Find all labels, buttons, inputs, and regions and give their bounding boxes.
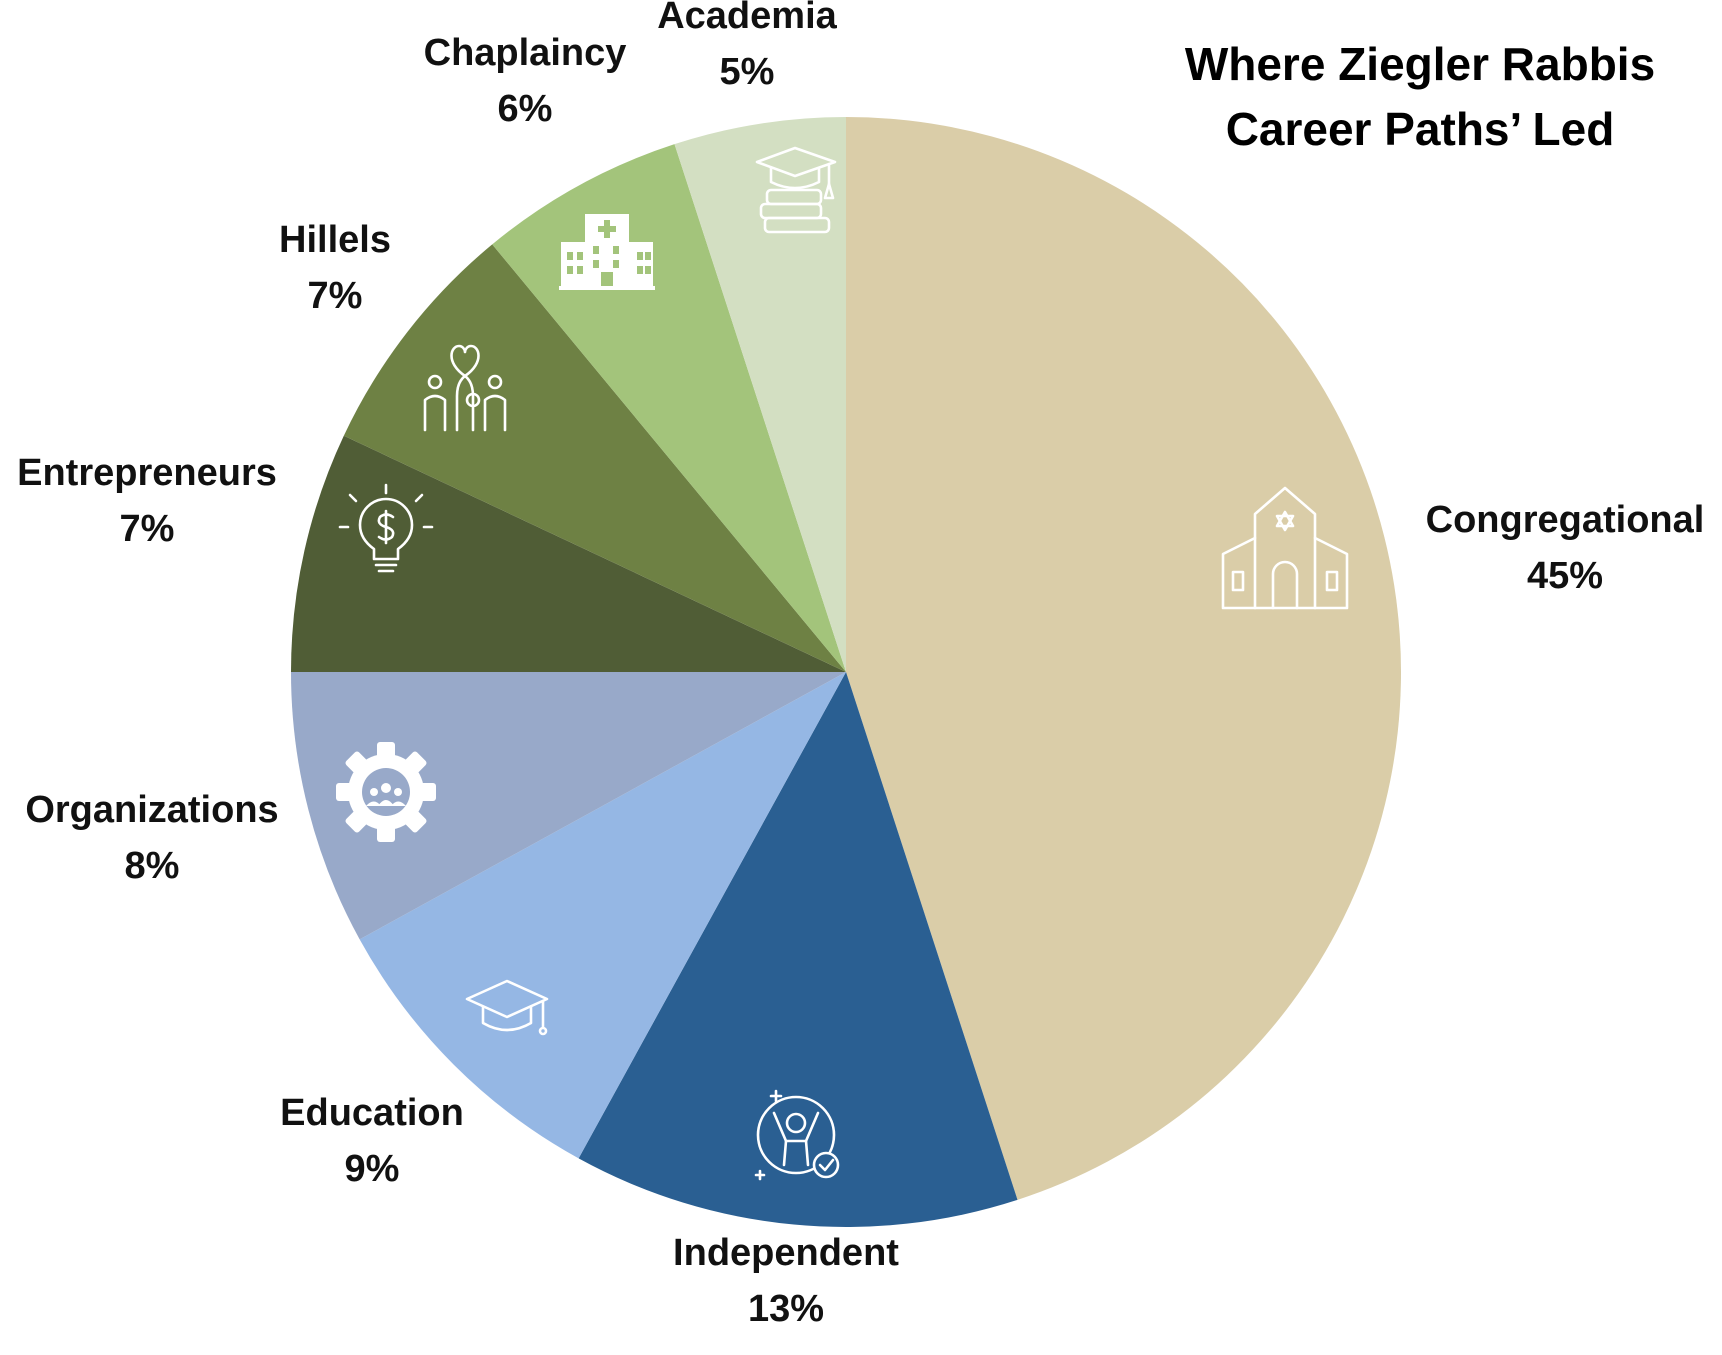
chart-title-line-1: Where Ziegler Rabbis (1185, 38, 1655, 90)
slice-label-organizations: Organizations (25, 789, 278, 831)
slice-percent-entrepreneurs: 7% (120, 508, 175, 550)
books-cap-icon (755, 146, 837, 234)
slices-layer (291, 117, 1402, 1228)
heart-hands-icon (423, 344, 507, 432)
pie-slice-academia (674, 117, 846, 672)
pie-slice-hillels (343, 244, 846, 672)
gear-people-icon (336, 742, 436, 842)
slice-label-chaplaincy: Chaplaincy (424, 32, 627, 74)
slice-percent-independent: 13% (748, 1288, 824, 1330)
slice-percent-hillels: 7% (308, 275, 363, 317)
pie-slice-independent (578, 672, 1018, 1228)
graduation-cap-icon (465, 979, 549, 1036)
synagogue-icon (1221, 486, 1349, 610)
slice-label-education: Education (280, 1092, 464, 1134)
chart-title: Where Ziegler Rabbis Career Paths’ Led (1185, 38, 1655, 155)
slice-percent-congregational: 45% (1527, 555, 1603, 597)
slice-percent-organizations: 8% (125, 845, 180, 887)
slice-percent-academia: 5% (720, 51, 775, 93)
slice-percent-education: 9% (345, 1148, 400, 1190)
slice-label-entrepreneurs: Entrepreneurs (17, 452, 277, 494)
pie-slice-entrepreneurs (291, 435, 846, 672)
pie-slice-organizations (291, 672, 846, 940)
labels-layer: Congregational 45% Independent 13% Education… (17, 0, 1704, 1330)
slice-label-hillels: Hillels (279, 219, 391, 261)
icons-layer (336, 146, 1349, 1181)
person-cheering-check-icon (754, 1089, 840, 1181)
chart-title-line-2: Career Paths’ Led (1226, 103, 1615, 155)
slice-label-independent: Independent (673, 1232, 899, 1274)
slice-label-academia: Academia (657, 0, 837, 37)
hospital-icon (559, 214, 655, 290)
lightbulb-dollar-icon (338, 483, 434, 573)
pie-slice-congregational (846, 117, 1402, 1200)
slice-percent-chaplaincy: 6% (498, 88, 553, 130)
pie-slice-education (359, 672, 846, 1159)
slice-label-congregational: Congregational (1426, 499, 1705, 541)
